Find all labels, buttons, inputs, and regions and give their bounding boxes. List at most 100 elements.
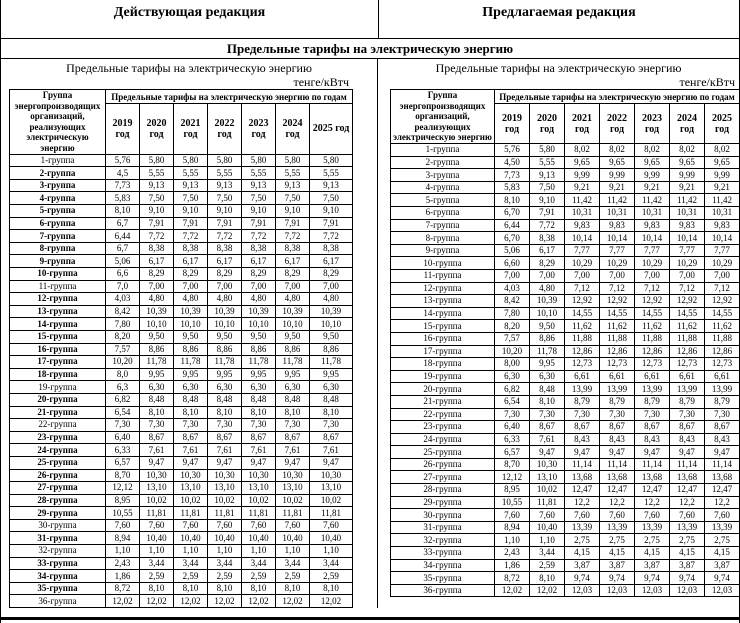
bottom-rule [1, 617, 739, 620]
tariff-value: 9,10 [308, 204, 354, 218]
tariff-value: 7,00 [308, 279, 354, 294]
group-column-header: Группа энергопроизводящих организаций, р… [390, 88, 495, 145]
tariff-value: 9,99 [669, 168, 705, 182]
tariff-value: 7,00 [139, 279, 174, 294]
tariff-value: 2,43 [494, 546, 530, 560]
tariff-value: 9,83 [703, 218, 739, 233]
tariff-value: 6,40 [105, 430, 140, 445]
tariff-value: 11,88 [634, 331, 670, 346]
tariff-value: 10,40 [139, 531, 174, 546]
tariff-value: 12,02 [139, 594, 174, 609]
tariff-value: 8,43 [634, 432, 670, 447]
tariff-value: 12,73 [669, 357, 705, 371]
tariff-value: 10,29 [599, 256, 635, 270]
tariff-value: 7,30 [173, 418, 208, 432]
tariff-value: 1,10 [105, 544, 140, 558]
tariff-value: 8,67 [703, 420, 739, 434]
tariff-value: 7,12 [564, 281, 600, 296]
tariff-value: 9,74 [599, 571, 635, 585]
tariff-row: 8-группа 6,7 8,38 8,38 8,38 8,38 8,38 8,38 [9, 241, 354, 256]
tariff-value: 8,10 [529, 394, 565, 409]
tariff-value: 5,80 [275, 153, 310, 168]
tariff-value: 6,17 [529, 243, 565, 258]
pane-current-edition: Предельные тарифы на электрическую энерг… [1, 59, 378, 609]
group-label: 31-группа [390, 520, 495, 535]
tariff-value: 13,10 [241, 481, 276, 495]
tariff-value: 7,77 [564, 243, 600, 258]
year-column-header: 2022 год [207, 103, 242, 155]
tariff-value: 4,80 [529, 281, 565, 296]
tariff-row: 25-группа 6,57 9,47 9,47 9,47 9,47 9,47 9,47 [9, 455, 354, 470]
tariff-value: 3,44 [241, 556, 276, 571]
group-label: 8-группа [390, 231, 495, 245]
tariff-row: 23-группа 6,40 8,67 8,67 8,67 8,67 8,67 8,67 [9, 430, 354, 445]
group-label: 1-группа [390, 143, 495, 157]
tariff-value: 12,73 [564, 357, 600, 371]
tariff-value: 12,02 [207, 594, 242, 609]
tariff-value: 6,70 [494, 231, 530, 245]
tariff-value: 12,86 [703, 344, 739, 359]
tariff-value: 13,68 [669, 470, 705, 485]
tariff-value: 12,86 [634, 344, 670, 359]
tariff-value: 7,73 [105, 178, 140, 193]
tariff-value: 9,74 [634, 571, 670, 585]
tariff-value: 7,91 [139, 216, 174, 231]
tariff-value: 9,13 [529, 168, 565, 182]
tariff-value: 14,55 [564, 306, 600, 321]
tariff-value: 11,14 [564, 457, 600, 472]
tariff-value: 8,48 [308, 392, 354, 407]
group-label: 22-группа [390, 407, 495, 422]
tariff-value: 7,00 [703, 269, 739, 283]
tariff-value: 8,95 [494, 483, 530, 497]
tariff-value: 9,95 [308, 367, 354, 382]
tariff-value: 6,61 [669, 369, 705, 384]
tariff-value: 13,68 [703, 470, 739, 485]
tariff-value: 5,80 [139, 153, 174, 168]
tariff-value: 12,12 [494, 470, 530, 485]
years-group-header: Предельные тарифы на электрическую энерг… [104, 89, 354, 104]
year-column-header: 2021 год [564, 102, 600, 145]
tariff-value: 13,68 [599, 470, 635, 485]
tariff-value: 6,61 [703, 369, 739, 384]
tariff-value: 8,29 [529, 256, 565, 270]
tariff-value: 10,30 [207, 468, 242, 483]
tariff-value: 5,80 [207, 153, 242, 168]
tariff-table-current: Группа энергопроизводящих организаций, р… [9, 89, 354, 609]
section-title: Предельные тарифы на электрическую энерг… [1, 39, 739, 59]
tariff-table-proposed: Группа энергопроизводящих организаций, р… [390, 88, 739, 598]
group-label: 24-группа [9, 443, 106, 457]
table-title: Предельные тарифы на электрическую энерг… [66, 61, 312, 75]
tariff-value: 8,48 [275, 392, 310, 407]
tariff-value: 1,10 [275, 544, 310, 558]
tariff-value: 8,00 [494, 357, 530, 371]
tariff-value: 9,65 [703, 155, 739, 170]
tariff-row: 34-группа 1,86 2,59 3,87 3,87 3,87 3,87 3,87 [390, 558, 739, 573]
tariff-value: 11,88 [599, 331, 635, 346]
group-label: 2-группа [390, 155, 495, 170]
tariff-value: 13,39 [669, 520, 705, 535]
tariff-row: 22-группа 7,30 7,30 7,30 7,30 7,30 7,30 7,30 [9, 418, 354, 432]
tariff-value: 9,47 [275, 455, 310, 470]
tariff-value: 5,83 [105, 191, 140, 206]
tariff-value: 10,30 [275, 468, 310, 483]
tariff-row: 12-группа 4,03 4,80 4,80 4,80 4,80 4,80 4,80 [9, 292, 354, 306]
tariff-value: 8,10 [173, 581, 208, 596]
group-label: 19-группа [9, 380, 106, 394]
group-label: 1-группа [9, 153, 106, 168]
group-label: 13-группа [9, 304, 106, 319]
tariff-value: 12,03 [669, 583, 705, 598]
tariff-value: 7,30 [275, 418, 310, 432]
tariff-value: 7,0 [105, 279, 140, 294]
tariff-row: 11-группа 7,00 7,00 7,00 7,00 7,00 7,00 7,00 [390, 269, 739, 283]
tariff-value: 10,39 [207, 304, 242, 319]
tariff-value: 10,10 [139, 317, 174, 331]
tariff-value: 7,61 [173, 443, 208, 457]
tariff-value: 6,30 [241, 380, 276, 394]
tariff-value: 11,42 [669, 193, 705, 207]
tariff-value: 8,43 [703, 432, 739, 447]
tariff-row: 32-группа 1,10 1,10 2,75 2,75 2,75 2,75 2,75 [390, 533, 739, 548]
tariff-row: 21-группа 6,54 8,10 8,10 8,10 8,10 8,10 8,10 [9, 405, 354, 420]
tariff-value: 12,2 [599, 495, 635, 510]
tariff-value: 8,20 [494, 319, 530, 333]
tariff-value: 7,61 [241, 443, 276, 457]
